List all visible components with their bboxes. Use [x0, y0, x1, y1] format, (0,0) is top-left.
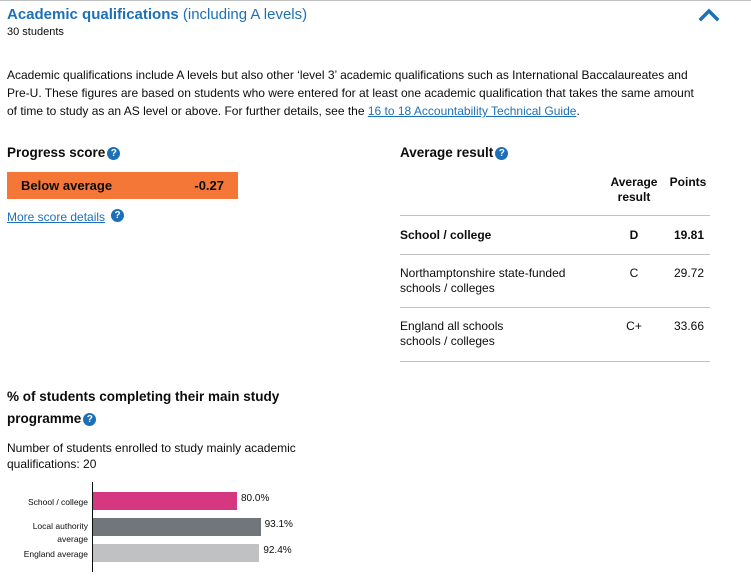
bar: [93, 518, 261, 536]
bar-label: School / college: [27, 497, 88, 507]
bar-label: Local authority: [32, 521, 88, 531]
progress-badge: Below average -0.27: [7, 172, 238, 199]
progress-score-heading-text: Progress score: [7, 145, 106, 160]
row-points: 19.81: [673, 228, 704, 242]
bar: [93, 492, 237, 510]
progress-badge-label: Below average: [21, 178, 113, 193]
row-result: D: [629, 228, 639, 242]
progress-score-heading: Progress score?: [7, 143, 121, 163]
help-icon[interactable]: ?: [107, 147, 121, 160]
bar-value-label: 80.0%: [241, 493, 270, 504]
completion-heading: % of students completing their main stud…: [7, 386, 307, 430]
bar: [93, 544, 260, 562]
average-result-heading: Average result?: [400, 143, 509, 163]
intro-paragraph: Academic qualifications include A levels…: [7, 66, 707, 120]
progress-badge-value: -0.27: [194, 178, 224, 193]
bar-label: average: [57, 534, 88, 544]
row-points: 33.66: [673, 319, 704, 333]
table-divider: [400, 307, 710, 308]
section-title-main: Academic qualifications: [7, 6, 179, 23]
row-result: C+: [626, 319, 642, 333]
student-count: 30 students: [7, 26, 64, 38]
table-divider: [400, 254, 710, 255]
completion-heading-text: % of students completing their main stud…: [7, 389, 280, 426]
more-score-details-link[interactable]: More score details: [7, 210, 106, 224]
bar-label: England average: [23, 549, 88, 559]
help-icon[interactable]: ?: [111, 209, 124, 222]
technical-guide-link[interactable]: 16 to 18 Accountability Technical Guide: [367, 104, 577, 118]
row-result: C: [629, 266, 639, 280]
enrolled-count: Number of students enrolled to study mai…: [7, 441, 296, 471]
help-icon[interactable]: ?: [83, 413, 97, 426]
col-header-average-result: Average result: [610, 175, 658, 204]
help-icon[interactable]: ?: [495, 147, 509, 160]
section-title[interactable]: Academic qualifications (including A lev…: [7, 6, 307, 24]
row-name: School / college: [400, 228, 492, 242]
row-name: England all schools schools / colleges: [400, 319, 504, 348]
bar-value-label: 92.4%: [263, 545, 292, 556]
chart-axis: [92, 482, 93, 572]
intro-text-end: .: [576, 104, 580, 118]
average-result-heading-text: Average result: [400, 145, 494, 160]
bar-value-label: 93.1%: [264, 519, 293, 530]
section-title-sub: (including A levels): [182, 6, 308, 23]
table-divider: [400, 215, 710, 216]
row-name: Northamptonshire state-funded schools / …: [400, 266, 566, 295]
chevron-up-icon[interactable]: [698, 6, 720, 22]
table-divider: [400, 361, 710, 362]
intro-text: Academic qualifications include A levels…: [7, 68, 694, 118]
top-divider: [0, 0, 751, 1]
row-points: 29.72: [673, 266, 704, 280]
col-header-points: Points: [669, 175, 707, 189]
